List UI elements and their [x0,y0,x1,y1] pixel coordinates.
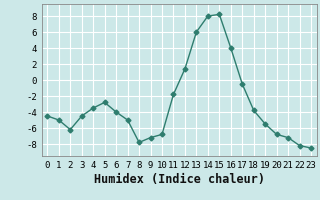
X-axis label: Humidex (Indice chaleur): Humidex (Indice chaleur) [94,173,265,186]
